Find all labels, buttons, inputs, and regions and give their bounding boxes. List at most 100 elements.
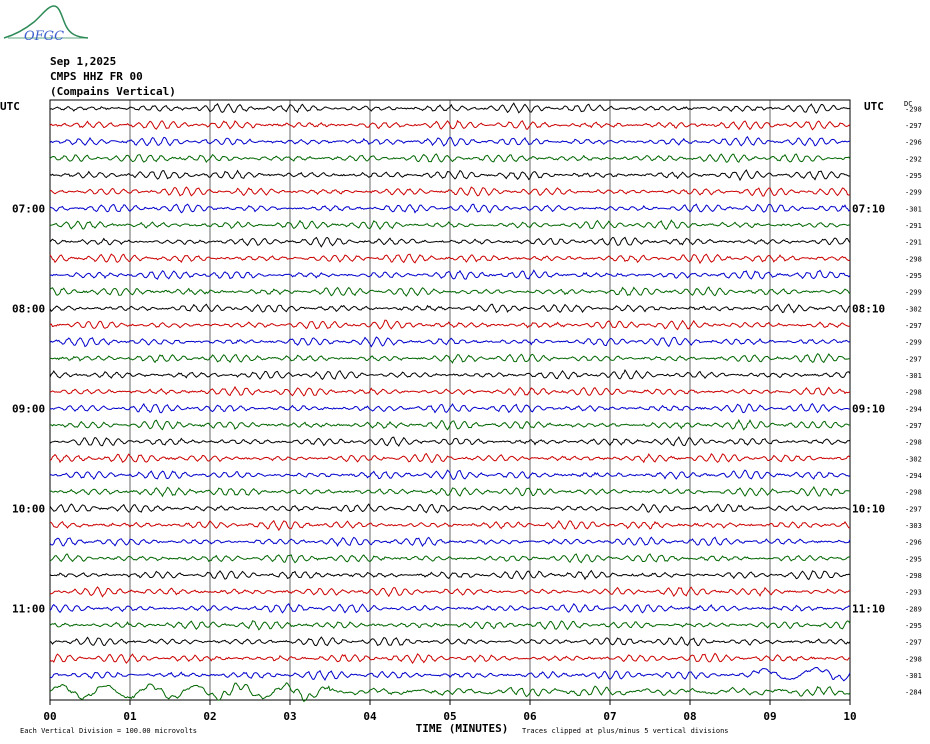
dc-offset-label: -295 [905,555,922,563]
trace-line [49,336,851,348]
trace-line [49,203,851,214]
chart-date: Sep 1,2025 [50,55,116,68]
trace-line [49,102,851,114]
trace-line [49,253,851,265]
trace-line [49,586,851,598]
trace-group [49,102,851,702]
ofgc-logo: OFGC [3,5,89,44]
dc-offset-labels: -298 -297 -296 -292 -295 -299 -301 -291 -291 -298… [905,105,922,696]
trace-line [49,485,851,498]
dc-offset-label: -292 [905,155,922,163]
x-axis-label: TIME (MINUTES) [416,722,509,735]
dc-offset-label: -295 [905,172,922,180]
x-tick-label: 05 [443,710,456,723]
right-axis-title: UTC [864,100,884,113]
left-hour-label: 09:00 [12,402,45,415]
left-hour-label: 08:00 [12,302,45,315]
footer-clip-note: Traces clipped at plus/minus 5 vertical … [522,727,729,735]
dc-offset-label: -297 [905,505,922,513]
trace-line [49,666,851,682]
trace-line [49,319,851,331]
trace-line [49,620,851,631]
trace-line [49,153,851,164]
x-tick-label: 10 [843,710,856,723]
dc-offset-label: -294 [905,472,922,480]
dc-offset-label: -289 [905,605,922,613]
right-hour-label: 09:10 [852,402,885,415]
trace-line [49,469,851,480]
dc-offset-label: -302 [905,455,922,463]
x-tick-label: 02 [203,710,216,723]
trace-line [49,269,851,280]
trace-line [49,119,851,131]
trace-line [49,569,851,581]
trace-line [49,219,851,231]
chart-location: (Compains Vertical) [50,85,176,98]
left-hour-label: 10:00 [12,502,45,515]
dc-offset-label: -296 [905,539,922,547]
trace-line [49,186,851,197]
left-hour-labels: 07:00 08:00 09:00 10:00 11:00 [12,202,45,615]
trace-line [49,636,851,647]
dc-offset-label: -297 [905,422,922,430]
trace-line [49,536,851,548]
dc-offset-label: -297 [905,355,922,363]
right-hour-label: 10:10 [852,502,885,515]
dc-offset-label: -295 [905,622,922,630]
trace-line [49,136,850,147]
dc-offset-label: -293 [905,589,922,597]
dc-offset-label: -297 [905,322,922,330]
trace-line [49,369,851,380]
dc-offset-label: -298 [905,255,922,263]
dc-offset-label: -295 [905,272,922,280]
trace-line [49,385,851,397]
dc-offset-label: -284 [905,689,922,697]
dc-offset-label: -298 [905,105,922,113]
right-hour-labels: 07:10 08:10 09:10 10:10 11:10 [852,202,885,615]
x-tick-label: 08 [683,710,696,723]
left-hour-label: 07:00 [12,202,45,215]
dc-offset-label: -301 [905,672,922,680]
trace-line [49,169,851,182]
trace-line [49,503,851,514]
x-tick-label: 00 [43,710,56,723]
x-tick-labels: 00 01 02 03 04 05 06 07 08 09 10 [43,700,857,723]
right-hour-label: 11:10 [852,602,885,615]
trace-line [49,452,851,464]
dc-offset-label: -298 [905,572,922,580]
dc-offset-label: -297 [905,639,922,647]
dc-label: DC [904,100,912,108]
left-axis-title: UTC [0,100,20,113]
left-hour-label: 11:00 [12,602,45,615]
dc-offset-label: -298 [905,389,922,397]
dc-offset-label: -297 [905,122,922,130]
trace-line [49,286,851,297]
dc-offset-label: -301 [905,372,922,380]
trace-line [49,602,851,614]
right-hour-label: 08:10 [852,302,885,315]
x-tick-label: 07 [603,710,616,723]
x-tick-label: 09 [763,710,776,723]
trace-line [49,303,851,314]
dc-offset-label: -303 [905,522,922,530]
footer-scale-note: Each Vertical Division = 100.00 microvol… [20,727,197,735]
dc-offset-label: -294 [905,405,922,413]
minute-gridlines [129,100,771,700]
dc-offset-label: -291 [905,239,922,247]
x-tick-label: 01 [123,710,137,723]
trace-line [49,436,851,447]
trace-line [50,418,851,431]
dc-offset-label: -298 [905,439,922,447]
trace-line [49,652,851,665]
dc-offset-label: -291 [905,222,922,230]
trace-line [49,553,851,564]
chart-station: CMPS HHZ FR 00 [50,70,143,83]
dc-offset-label: -301 [905,205,922,213]
dc-offset-label: -298 [905,655,922,663]
x-tick-label: 06 [523,710,537,723]
dc-offset-label: -302 [905,305,922,313]
dc-offset-label: -299 [905,189,922,197]
logo-text: OFGC [24,29,64,44]
dc-offset-label: -296 [905,139,922,147]
